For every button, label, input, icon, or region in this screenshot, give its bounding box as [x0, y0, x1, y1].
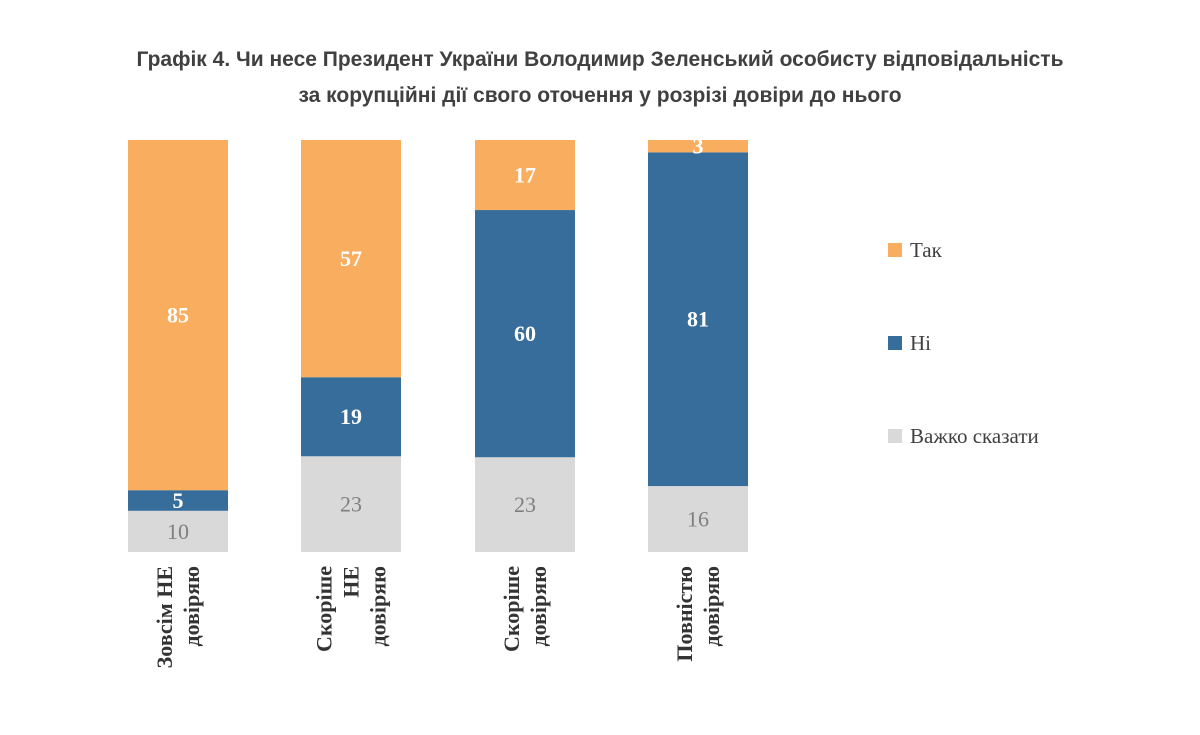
legend-label-ні: Ні	[910, 331, 931, 355]
legend-label-так: Так	[910, 238, 943, 262]
data-label-3-ні: 60	[514, 321, 536, 346]
data-label-2-ні: 19	[340, 404, 362, 429]
bar-segment-4-важко-сказати	[648, 486, 748, 552]
category-label-3-line-1: Скоріше	[499, 566, 524, 652]
category-labels-layer: Зовсім НЕ довіряю Скоріше НЕ довіряю Скоріше д…	[152, 566, 724, 669]
data-labels-layer: 10 5 85 23 19 57 23 60 17 16 81 3	[167, 134, 709, 544]
category-label-1: Зовсім НЕ довіряю	[152, 566, 204, 668]
data-label-1-важко-сказати: 10	[167, 519, 189, 544]
data-label-4-так: 3	[693, 134, 704, 159]
bar-segment-4-так	[648, 140, 748, 153]
bar-segment-4-ні	[648, 152, 748, 487]
bar-segment-1-так	[128, 140, 228, 491]
legend-swatch-ні	[888, 336, 902, 350]
data-label-1-ні: 5	[173, 488, 184, 513]
category-label-3: Скоріше довіряю	[499, 566, 551, 652]
bar-segment-2-важко-сказати	[301, 456, 401, 552]
chart-title-line-2: за корупційні дії свого оточення у розрі…	[298, 84, 902, 107]
chart-title-line-1: Графік 4. Чи несе Президент України Воло…	[136, 48, 1064, 71]
legend-swatch-важко-сказати	[888, 429, 902, 443]
bar-segment-3-ні	[475, 210, 575, 458]
category-label-2-line-1: Скоріше	[312, 566, 337, 652]
data-label-2-важко-сказати: 23	[340, 492, 362, 517]
data-label-4-ні: 81	[687, 307, 709, 332]
bar-segment-1-важко-сказати	[128, 510, 228, 552]
bar-segment-2-так	[301, 140, 401, 378]
category-label-1-line-1: Зовсім НЕ	[152, 566, 177, 668]
legend: Так Ні Важко сказати	[888, 238, 1039, 448]
legend-label-важко-сказати: Важко сказати	[910, 424, 1039, 448]
chart-title: Графік 4. Чи несе Президент України Воло…	[0, 42, 1200, 114]
bar-segment-2-ні	[301, 377, 401, 457]
category-label-4-line-2: довіряю	[699, 566, 724, 647]
category-label-2: Скоріше НЕ довіряю	[312, 566, 391, 652]
data-label-4-важко-сказати: 16	[687, 507, 709, 532]
category-label-2-line-3: довіряю	[366, 566, 391, 647]
category-label-4: Повністю довіряю	[672, 566, 724, 662]
category-label-2-line-2: НЕ	[339, 566, 364, 598]
bars-layer	[128, 140, 748, 552]
category-label-3-line-2: довіряю	[526, 566, 551, 647]
bar-segment-3-так	[475, 140, 575, 211]
legend-swatch-так	[888, 243, 902, 257]
category-label-4-line-1: Повністю	[672, 566, 697, 662]
data-label-3-так: 17	[514, 163, 536, 188]
data-label-1-так: 85	[167, 303, 189, 328]
data-label-3-важко-сказати: 23	[514, 492, 536, 517]
bar-segment-3-важко-сказати	[475, 457, 575, 552]
category-label-1-line-2: довіряю	[179, 566, 204, 647]
data-label-2-так: 57	[340, 246, 362, 271]
bar-segment-1-ні	[128, 490, 228, 511]
